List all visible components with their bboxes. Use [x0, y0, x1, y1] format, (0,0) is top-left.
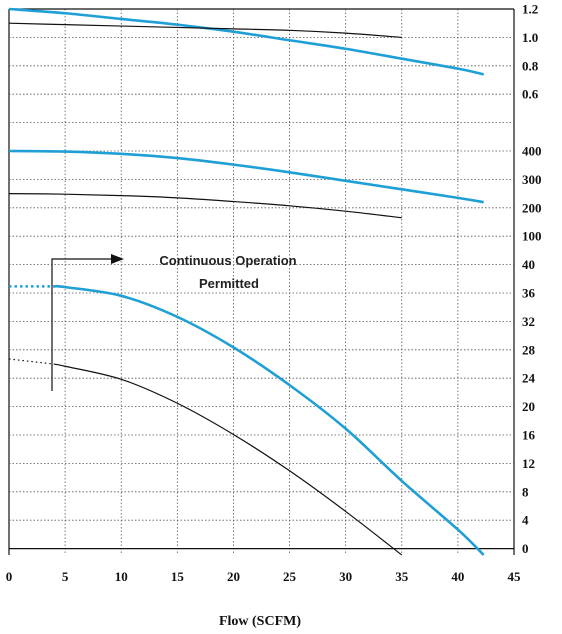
series-line-bottom-blue: [53, 284, 485, 556]
series-line-middle-black: [8, 193, 402, 219]
y-tick-label: 0.6: [522, 87, 539, 102]
y-tick-label: 40: [522, 257, 535, 272]
series-line-dotted-bottom-black: [8, 358, 54, 365]
grid: [8, 8, 515, 555]
tick-labels: 1.21.00.80.64003002001004036322824201612…: [6, 2, 542, 585]
x-tick-label: 5: [62, 569, 69, 584]
x-axis-label: Flow (SCFM): [219, 614, 301, 629]
y-tick-label: 32: [522, 314, 535, 329]
series-line-top-blue: [8, 7, 484, 76]
y-tick-label: 1.2: [522, 2, 538, 17]
series-line-top-black: [8, 22, 402, 38]
x-tick-label: 20: [227, 569, 240, 584]
x-tick-label: 10: [115, 569, 128, 584]
x-tick-label: 30: [339, 569, 352, 584]
annotation: Continuous Operation Permitted: [51, 253, 297, 391]
y-tick-label: 0.8: [522, 58, 539, 73]
series-line-bottom-black: [53, 363, 403, 556]
y-tick-label: 28: [522, 342, 536, 357]
x-tick-label: 45: [508, 569, 522, 584]
y-tick-label: 0: [522, 541, 529, 556]
x-tick-label: 15: [171, 569, 185, 584]
y-tick-label: 12: [522, 456, 535, 471]
y-tick-label: 400: [522, 144, 542, 159]
annotation-text-line2: Permitted: [199, 276, 259, 291]
y-tick-label: 300: [522, 172, 542, 187]
x-tick-label: 25: [283, 569, 297, 584]
annotation-arrow-line: [51, 258, 112, 391]
y-tick-label: 20: [522, 399, 535, 414]
annotation-text-line1: Continuous Operation: [159, 253, 296, 268]
y-tick-label: 24: [522, 371, 536, 386]
series-layer: [8, 7, 485, 556]
y-tick-label: 100: [522, 229, 542, 244]
x-tick-label: 40: [451, 569, 464, 584]
x-tick-label: 0: [6, 569, 13, 584]
y-tick-label: 200: [522, 200, 542, 215]
annotation-arrowhead: [111, 254, 124, 264]
y-tick-label: 36: [522, 286, 536, 301]
y-tick-label: 4: [522, 513, 529, 528]
y-tick-label: 16: [522, 428, 536, 443]
series-line-middle-blue: [8, 149, 484, 204]
y-tick-label: 8: [522, 484, 529, 499]
x-tick-label: 35: [395, 569, 409, 584]
y-tick-label: 1.0: [522, 30, 538, 45]
